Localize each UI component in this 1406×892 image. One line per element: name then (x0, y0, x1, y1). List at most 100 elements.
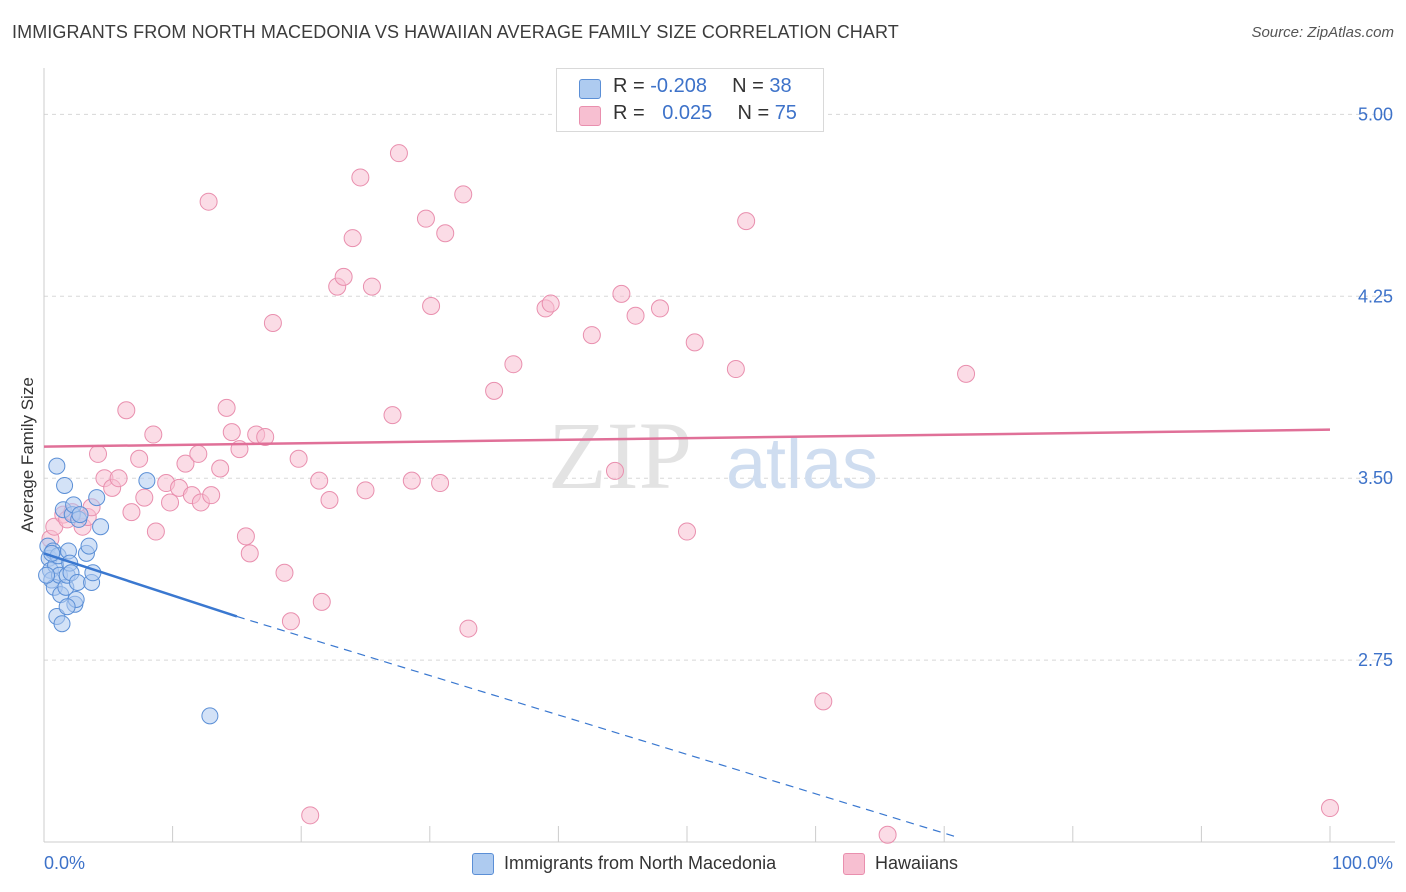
hawaiians-point (416, 209, 435, 228)
hawaiians-point (176, 454, 195, 473)
hawaiians-point (117, 401, 136, 420)
hawaiians-point (878, 825, 897, 844)
hawaiians-point (89, 444, 108, 463)
hawaiians-point (312, 592, 331, 611)
hawaiians-point (737, 212, 756, 231)
hawaiians-point (504, 355, 523, 374)
hawaiians-point (130, 449, 149, 468)
hawaiians-point (814, 692, 833, 711)
hawaiians-point (685, 333, 704, 352)
hawaiians-point (383, 406, 402, 425)
legend-blue-r-label: R = (613, 75, 651, 97)
hawaiians-point (135, 488, 154, 507)
trend-lines (43, 428, 1331, 838)
correlation-legend: R = -0.208 N = 38 R = 0.025 N = 75 (556, 68, 824, 132)
hawaiians-point (454, 185, 473, 204)
macedonia-point (92, 518, 110, 536)
macedonia-point (58, 598, 76, 616)
hawaiians-point (301, 806, 320, 825)
hawaiians-point (459, 619, 478, 638)
macedonia-point (71, 506, 89, 524)
macedonia-point (38, 566, 56, 584)
y-tick-label: 2.75 (1358, 650, 1393, 670)
hawaiians-point (211, 459, 230, 478)
hawaiians-point (351, 168, 370, 187)
legend-blue-n-value: 38 (769, 75, 792, 97)
legend-pink-n-label: N = (737, 102, 775, 124)
legend-blue-r-value: -0.208 (650, 75, 707, 97)
macedonia-trend-extension (236, 615, 958, 838)
hawaiians-point (289, 449, 308, 468)
hawaiians-point (310, 471, 329, 490)
hawaiians-point (626, 306, 645, 325)
legend-label-hawaiians: Hawaiians (875, 853, 959, 873)
hawaiians-point (202, 486, 221, 505)
y-axis-title: Average Family Size (18, 377, 37, 533)
source-label: Source: ZipAtlas.com (1251, 24, 1394, 41)
hawaiians-point (605, 461, 624, 480)
hawaiians-point (1321, 799, 1339, 818)
watermark-zip: ZIP (548, 402, 692, 509)
hawaiians-point (222, 423, 241, 442)
macedonia-point (56, 476, 74, 494)
hawaiians-point (389, 144, 408, 163)
axes (43, 68, 1395, 843)
macedonia-point (48, 457, 66, 475)
macedonia-point (80, 537, 98, 555)
hawaiians-point (362, 277, 381, 296)
hawaiians-point (582, 326, 601, 345)
hawaiians-point (541, 294, 560, 313)
y-tick-label: 3.50 (1358, 468, 1393, 488)
hawaiians-point (199, 192, 218, 211)
hawaiians-point (240, 544, 259, 563)
legend-label-macedonia: Immigrants from North Macedonia (504, 853, 777, 873)
hawaiians-point (263, 313, 282, 332)
hawaiians-point (189, 444, 208, 463)
y-axis-title-wrap: Average Family Size (16, 360, 40, 550)
hawaiians-point (161, 493, 180, 512)
hawaiians-point (343, 229, 362, 248)
legend-swatch-pink (579, 106, 601, 126)
gridlines (44, 113, 1395, 661)
y-tick-label: 5.00 (1358, 104, 1393, 124)
hawaiians-point (217, 398, 236, 417)
macedonia-point (88, 489, 106, 507)
hawaiians-point (356, 481, 375, 500)
legend-swatch-blue (579, 79, 601, 99)
hawaiians-point (275, 563, 294, 582)
hawaiians-point (402, 471, 421, 490)
macedonia-trend-line (43, 552, 238, 618)
hawaiians-point (436, 224, 455, 243)
hawaiians-point (431, 474, 450, 493)
hawaiians-point (334, 267, 353, 286)
hawaiians-point (422, 296, 441, 315)
hawaiians-point (485, 381, 504, 400)
hawaiians-point (650, 299, 669, 318)
hawaiians-point (109, 469, 128, 488)
legend-blue-n-label: N = (732, 75, 770, 97)
macedonia-point (138, 472, 156, 490)
macedonia-point (201, 707, 219, 725)
hawaiians-point (320, 491, 339, 510)
legend-swatch-macedonia (472, 853, 494, 875)
hawaiians-trend-line (43, 428, 1331, 448)
legend-swatch-hawaiians (843, 853, 865, 875)
x-tick-label-max: 100.0% (1332, 853, 1393, 873)
hawaiians-point (612, 284, 631, 303)
legend-pink-r-label: R = (613, 102, 651, 124)
watermark: ZIP atlas (548, 402, 878, 509)
hawaiians-points (41, 144, 1339, 844)
legend-pink-r-value: 0.025 (662, 102, 713, 124)
hawaiians-point (726, 360, 745, 379)
macedonia-point (68, 573, 86, 591)
tick-labels: 2.75 3.50 4.25 5.00 0.0% 100.0% (44, 104, 1393, 873)
macedonia-point (53, 615, 71, 633)
hawaiians-point (146, 522, 165, 541)
hawaiians-point (957, 364, 976, 383)
hawaiians-point (256, 427, 275, 446)
legend-pink-n-value: 75 (774, 102, 797, 124)
hawaiians-point (236, 527, 255, 546)
hawaiians-point (122, 503, 141, 522)
hawaiians-point (678, 522, 696, 541)
